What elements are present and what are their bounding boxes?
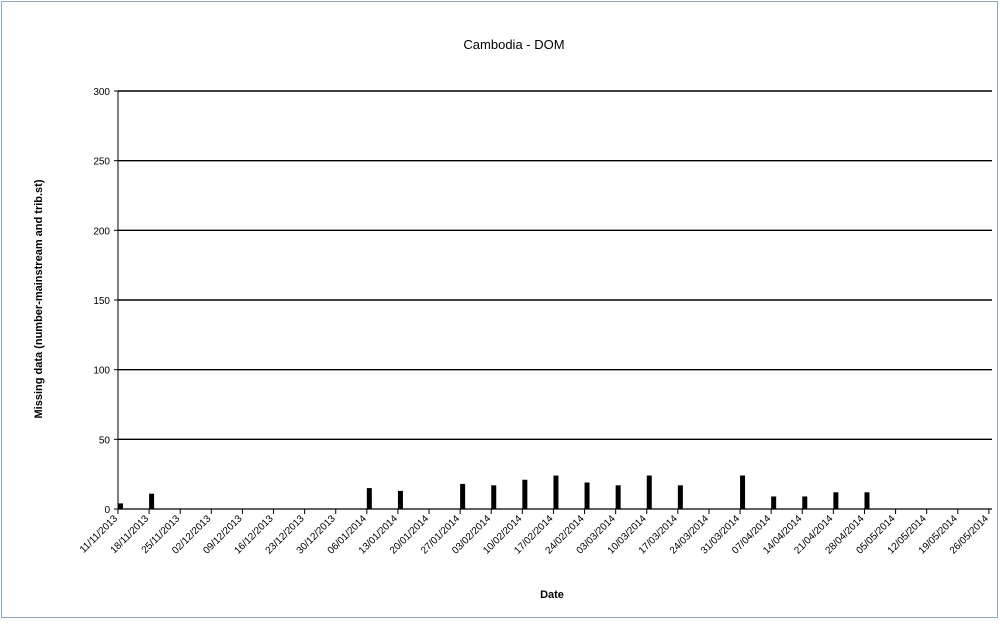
bar-13-01-2014 xyxy=(397,490,403,509)
y-tick-labels: 0 50 100 150 200 250 300 xyxy=(93,87,110,516)
bar-11-11-2013 xyxy=(118,503,123,509)
y-tick-label: 50 xyxy=(99,435,111,446)
y-tick-label: 250 xyxy=(93,157,110,168)
bar-17-03-2014 xyxy=(677,485,683,509)
y-tick-label: 200 xyxy=(93,226,110,237)
x-axis-label: Date xyxy=(540,589,564,601)
bar-07-04-2014 xyxy=(771,496,777,509)
bar-21-04-2014 xyxy=(833,492,839,509)
bar-24-02-2014 xyxy=(584,482,590,509)
bar-03-03-2014 xyxy=(615,485,621,509)
chart-title: Cambodia - DOM xyxy=(463,37,564,52)
y-tick-label: 300 xyxy=(93,87,110,98)
y-tick-label: 100 xyxy=(93,366,110,377)
bar-28-04-2014 xyxy=(864,492,870,509)
bar-31-03-2014 xyxy=(740,475,746,509)
y-tick-label: 0 xyxy=(104,505,110,516)
bar-06-01-2014 xyxy=(366,488,372,509)
y-tick-label: 150 xyxy=(93,296,110,307)
bar-17-02-2014 xyxy=(553,475,559,509)
bar-18-11-2013 xyxy=(149,493,155,509)
gridlines xyxy=(114,90,992,510)
bar-27-01-2014 xyxy=(460,483,466,509)
y-axis-label: Missing data (number-mainstream and trib… xyxy=(33,179,45,418)
bars xyxy=(118,475,870,509)
x-tick-labels: 11/11/201318/11/201325/11/201302/12/2013… xyxy=(78,513,991,556)
x-axis xyxy=(117,508,992,514)
bar-14-04-2014 xyxy=(802,496,808,509)
bar-10-03-2014 xyxy=(646,475,652,509)
bar-03-02-2014 xyxy=(491,485,497,509)
bar-10-02-2014 xyxy=(522,479,528,509)
